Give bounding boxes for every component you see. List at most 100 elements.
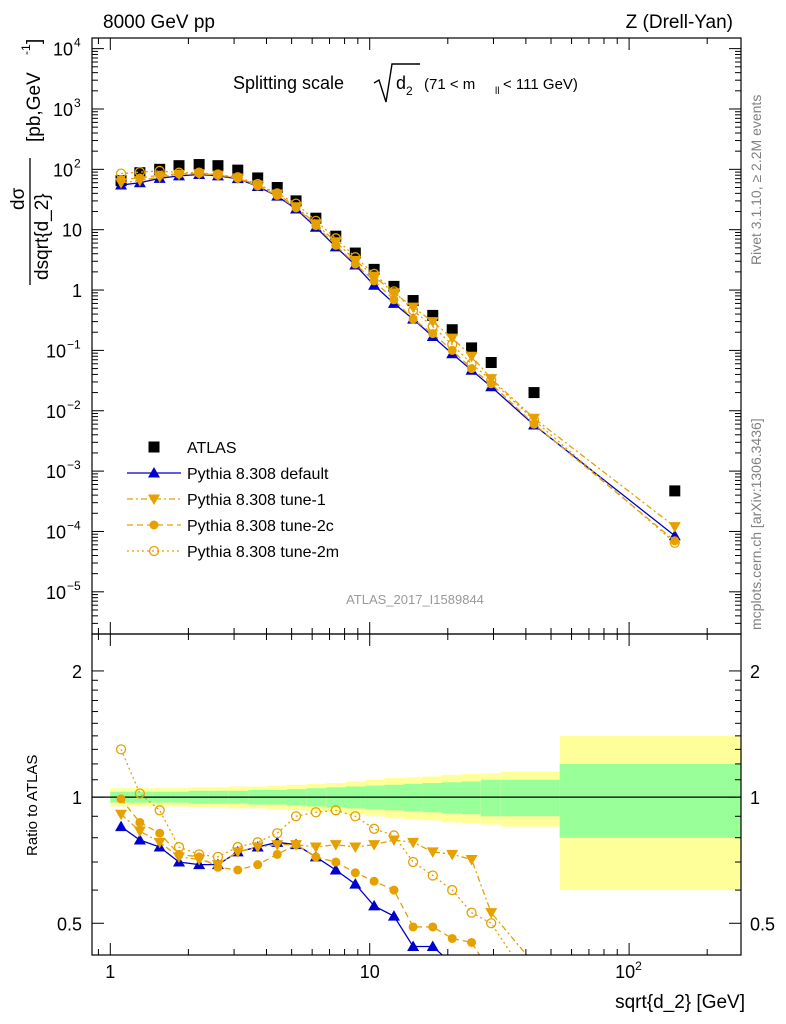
tune2m-point: [232, 172, 243, 183]
atlas-point: [485, 357, 497, 369]
tune2m-ratio-series: [115, 744, 539, 993]
tune2m-point: [528, 414, 540, 426]
tune2m-ratio-point: [530, 984, 539, 993]
upper-ytick-label-exp: −2: [67, 398, 81, 412]
legend-label: Pythia 8.308 tune-2c: [187, 518, 334, 535]
tune2m-point: [669, 537, 680, 548]
default-ratio-point: [115, 820, 128, 832]
tune2m-point: [350, 252, 361, 263]
tune2c-ratio-point: [467, 937, 477, 947]
legend-label: Pythia 8.308 tune-2m: [187, 544, 339, 561]
ylabel-unit: [pb,GeV: [24, 72, 45, 142]
x-tick-label-exp: 2: [635, 959, 642, 973]
default-ratio-point: [387, 910, 400, 921]
atlas-point: [212, 160, 224, 172]
tune2c-ratio-point: [155, 828, 165, 838]
atlas-point: [330, 230, 342, 242]
ylabel-unit-end: ]: [24, 39, 45, 44]
lower-ytick-label-right: 2: [750, 662, 760, 682]
plot-title: Splitting scale d 2 (71 < m ll < 111 GeV…: [233, 63, 578, 103]
tune2m-ratio-point: [407, 856, 419, 868]
tune2m-point: [272, 188, 283, 199]
ylabel-num: dσ: [8, 187, 29, 210]
band-inner: [442, 782, 462, 814]
default-ratio-point: [426, 940, 439, 952]
default-ratio-point: [466, 958, 478, 969]
tune1-point: [668, 522, 681, 533]
tune2m-point: [115, 168, 127, 179]
tune2c-ratio-point: [194, 852, 204, 862]
tune2c-ratio-point: [331, 857, 341, 867]
tune2m-ratio-point: [173, 841, 185, 853]
title-cut-sub: ll: [495, 86, 499, 97]
default-line: [120, 173, 676, 537]
legend-entry-tune2c: Pythia 8.308 tune-2c: [127, 518, 334, 535]
tune1-ratio-point: [446, 849, 459, 861]
legend-entry-tune2m: Pythia 8.308 tune-2m: [127, 544, 339, 561]
atlas-point: [134, 167, 146, 179]
tune2c-ratio-point: [447, 933, 457, 943]
atlas-point: [252, 172, 264, 184]
tune2m-point: [388, 286, 400, 297]
default-ratio-point: [407, 940, 420, 952]
tune2m-point: [154, 165, 165, 177]
tune2m-point: [447, 339, 458, 350]
tune2c-ratio-point: [116, 794, 126, 804]
tune2m-ratio-point: [115, 744, 127, 755]
x-tick-label: 1: [105, 962, 115, 982]
tune2m-ratio-point: [368, 823, 380, 834]
default-ratio-point: [528, 1010, 540, 1021]
tune1-ratio-point: [271, 840, 284, 851]
title-cut: (71 < m: [424, 76, 475, 93]
upper-ytick-label: 10: [46, 522, 66, 542]
legend-entry-atlas: ATLAS: [148, 440, 237, 457]
upper-ytick-label: 10: [46, 462, 66, 482]
x-axis-label: sqrt{d_2} [GeV]: [615, 992, 745, 1013]
default-ratio-point: [368, 899, 381, 911]
upper-ytick-label-exp: −1: [67, 337, 81, 351]
tune1-ratio-point: [133, 826, 146, 838]
tune2c-point: [389, 295, 399, 305]
lower-ylabel: Ratio to ATLAS: [24, 755, 41, 856]
legend-entry-default: Pythia 8.308 default: [127, 466, 329, 483]
tune2c-ratio-point: [253, 860, 263, 870]
tune2m-ratio-point: [290, 811, 302, 822]
tune2c-point: [428, 329, 438, 339]
legend-label: ATLAS: [187, 440, 237, 457]
tune2m-ratio-point: [350, 811, 361, 822]
tune2m-ratio-point: [330, 805, 341, 816]
tune2m-ratio-point: [193, 849, 205, 860]
upper-ytick-label: 10: [46, 341, 66, 361]
tune2m-ratio-point: [447, 884, 458, 896]
tune1-ratio-point: [407, 837, 420, 849]
lower-ytick-label-left: 0.5: [57, 914, 82, 934]
tune2m-point: [173, 167, 185, 178]
tune2m-ratio-point: [310, 807, 322, 818]
tune2m-ratio-line: [120, 749, 513, 955]
legend-marker: [148, 441, 160, 453]
tune1-ratio-point: [387, 835, 400, 847]
tune1-point: [387, 288, 400, 299]
tune2m-ratio-point: [154, 805, 165, 816]
atlas-point: [154, 163, 166, 175]
x-tick-label: 10: [615, 962, 635, 982]
tune2m-point: [290, 198, 302, 209]
tune2c-ratio-point: [272, 849, 282, 859]
tune2m-ratio-point: [134, 788, 146, 799]
band-inner: [480, 779, 501, 817]
tune2m-point: [427, 321, 438, 332]
tune1-ratio-point: [485, 908, 498, 919]
title-sub: 2: [406, 84, 413, 98]
tune2c-point: [331, 240, 341, 250]
tune2m-point: [134, 166, 146, 178]
default-ratio-point: [485, 993, 497, 1004]
upper-ytick-label-exp: 4: [74, 36, 81, 50]
legend: ATLAS Pythia 8.308 default Pythia 8.308 tu…: [127, 440, 339, 561]
lower-ytick-label-right: 0.5: [750, 914, 775, 934]
tune2c-ratio-point: [369, 876, 379, 886]
atlas-point: [173, 160, 185, 172]
tune2m-ratio-point: [427, 870, 438, 881]
tune2c-point: [233, 173, 243, 183]
tune2c-ratio-point: [174, 849, 184, 859]
